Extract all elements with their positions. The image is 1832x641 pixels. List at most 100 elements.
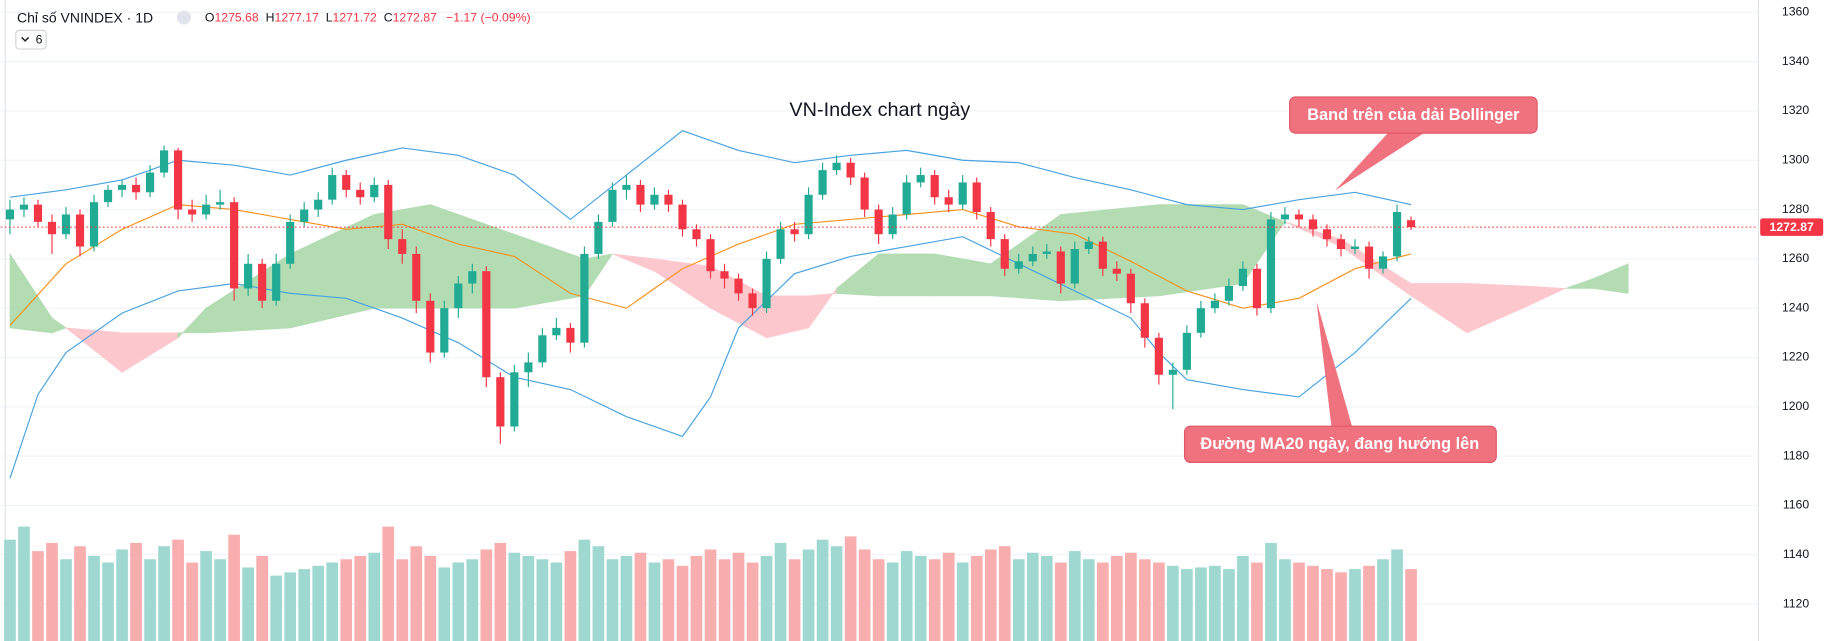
candle-body xyxy=(1224,285,1233,301)
volume-bar xyxy=(858,549,871,641)
candle-body xyxy=(874,209,883,235)
candle-body xyxy=(1238,268,1248,286)
candle-body xyxy=(1280,214,1290,220)
candle-body xyxy=(1308,219,1318,230)
candle-body xyxy=(762,258,771,309)
volume-bar xyxy=(270,575,283,641)
chart-title: VN-Index chart ngày xyxy=(789,99,970,121)
volume-bar xyxy=(914,556,927,641)
low-label: L xyxy=(326,11,333,25)
candle-body xyxy=(159,150,169,173)
last-price-box xyxy=(1760,218,1824,236)
toggle-box[interactable] xyxy=(15,29,47,50)
volume-bar xyxy=(32,551,44,641)
candle-body xyxy=(986,212,995,240)
candle-body xyxy=(538,335,547,363)
candle-body xyxy=(748,293,757,309)
candle-body xyxy=(117,184,127,190)
volume-bar xyxy=(1096,562,1109,641)
volume-bar xyxy=(396,559,409,641)
volume-bar xyxy=(116,549,128,641)
volume-bar xyxy=(984,549,997,641)
candle-body xyxy=(89,202,99,247)
volume-bar xyxy=(802,549,815,641)
volume-bar xyxy=(1040,556,1053,641)
y-tick-label: 1360 xyxy=(1782,5,1809,19)
candle-body xyxy=(1070,249,1079,284)
candle-body xyxy=(244,263,253,289)
candle-body xyxy=(5,209,15,220)
candle-body xyxy=(1266,219,1276,309)
volume-bar xyxy=(466,559,479,641)
volume-bar xyxy=(634,552,647,641)
volume-bar xyxy=(788,559,801,641)
candle-body xyxy=(832,162,841,171)
indicator-toggle[interactable]: 6 xyxy=(15,29,47,50)
candle-body xyxy=(1098,241,1107,269)
annotation-text: Đường MA20 ngày, đang hướng lên xyxy=(1200,435,1479,453)
volume-bar xyxy=(1321,569,1333,641)
candle-body xyxy=(790,229,799,235)
volume-bar xyxy=(886,562,899,641)
candle-body xyxy=(608,189,617,222)
volume-bar xyxy=(60,559,72,641)
candle-body xyxy=(958,182,967,205)
candle-body xyxy=(664,194,673,205)
volume-bar xyxy=(326,562,339,641)
candle-body xyxy=(1112,268,1121,274)
volume-bar xyxy=(970,556,983,641)
candle-body xyxy=(1322,229,1332,240)
volume-bar xyxy=(746,562,759,641)
low-value: 1271.72 xyxy=(333,11,377,25)
volume-bar xyxy=(4,539,16,641)
y-axis: 1120 1140 1160 1180 1200 1220 1240 1260 1280 1300… xyxy=(1760,5,1824,610)
candle-body xyxy=(202,204,211,215)
candle-body xyxy=(706,239,715,272)
candle-body xyxy=(818,170,827,195)
volume-bar xyxy=(956,562,969,641)
y-tick-label: 1220 xyxy=(1782,350,1809,364)
volume-bar xyxy=(774,542,787,641)
candle-body xyxy=(482,271,491,378)
close-label: C xyxy=(384,11,393,25)
candle-body xyxy=(804,194,813,235)
candle-body xyxy=(1406,220,1416,228)
bollinger-lower-line xyxy=(9,236,1412,479)
y-tick-label: 1140 xyxy=(1783,547,1810,561)
annotation-box xyxy=(1183,425,1497,463)
volume-bar xyxy=(1279,559,1291,641)
volume-bar xyxy=(998,546,1011,641)
volume-bar xyxy=(844,536,857,641)
volume-bar xyxy=(732,552,745,641)
volume-bar xyxy=(1349,569,1361,641)
volume-bar xyxy=(1265,542,1277,641)
volume-bar xyxy=(18,526,30,641)
volume-bar xyxy=(606,559,619,641)
volume-bar xyxy=(214,559,226,641)
candle-body xyxy=(75,214,85,247)
candle-body xyxy=(314,199,323,210)
volume-bar xyxy=(424,556,437,641)
candle-body xyxy=(174,150,183,210)
volume-bar xyxy=(130,542,142,641)
volume-bar xyxy=(1012,559,1025,641)
volume-bar xyxy=(1153,562,1165,641)
annotation-bollinger: Band trên của dải Bollinger xyxy=(1289,96,1538,191)
y-tick-label: 1260 xyxy=(1782,251,1809,265)
volume-bar xyxy=(438,567,451,641)
candle-body xyxy=(1028,253,1037,262)
volume-bar xyxy=(200,551,212,641)
candle-body xyxy=(286,221,295,264)
candle-body xyxy=(1196,308,1205,333)
candle-body xyxy=(594,221,603,254)
candle-body xyxy=(188,209,197,215)
candle-body xyxy=(328,175,337,200)
volume-bar xyxy=(760,556,773,641)
candle-body xyxy=(61,214,71,235)
volume-bar xyxy=(942,552,955,641)
volume-bar xyxy=(186,562,198,641)
volume-bar xyxy=(242,567,254,641)
y-tick-label: 1340 xyxy=(1782,54,1809,68)
candle-body xyxy=(1154,337,1163,375)
candle-body xyxy=(916,175,925,183)
